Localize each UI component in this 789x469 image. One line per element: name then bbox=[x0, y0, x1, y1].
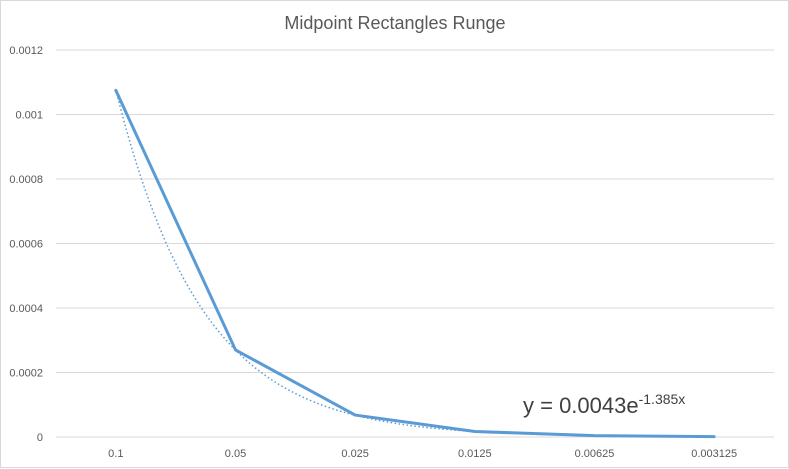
chart-title: Midpoint Rectangles Runge bbox=[284, 13, 505, 33]
series-layer bbox=[114, 88, 716, 439]
series-line-0 bbox=[114, 88, 716, 439]
y-axis-tick-labels: 0 0.0002 0.0004 0.0006 0.0008 0.001 0.0012 bbox=[9, 45, 43, 444]
y-tick-label: 0.0008 bbox=[9, 174, 43, 186]
x-tick-label: 0.025 bbox=[341, 448, 369, 460]
trendline-layer bbox=[115, 89, 715, 438]
x-tick-label: 0.00625 bbox=[575, 448, 615, 460]
x-tick-label: 0.003125 bbox=[691, 448, 737, 460]
trendline-equation-exponent: -1.385x bbox=[639, 391, 686, 407]
x-tick-label: 0.1 bbox=[108, 448, 123, 460]
y-tick-label: 0.0012 bbox=[9, 45, 43, 57]
y-tick-label: 0 bbox=[37, 432, 43, 444]
trendline-equation: y = 0.0043e-1.385x bbox=[523, 391, 685, 418]
trendline-path bbox=[115, 89, 715, 438]
x-axis-tick-labels: 0.1 0.05 0.025 0.0125 0.00625 0.003125 bbox=[108, 448, 737, 460]
y-tick-label: 0.0004 bbox=[9, 303, 43, 315]
gridlines bbox=[56, 49, 774, 438]
trendline-equation-base: y = 0.0043e bbox=[523, 393, 639, 418]
y-tick-label: 0.001 bbox=[15, 110, 43, 122]
y-tick-label: 0.0006 bbox=[9, 239, 43, 251]
x-tick-label: 0.05 bbox=[225, 448, 246, 460]
y-tick-label: 0.0002 bbox=[9, 368, 43, 380]
x-tick-label: 0.0125 bbox=[458, 448, 492, 460]
